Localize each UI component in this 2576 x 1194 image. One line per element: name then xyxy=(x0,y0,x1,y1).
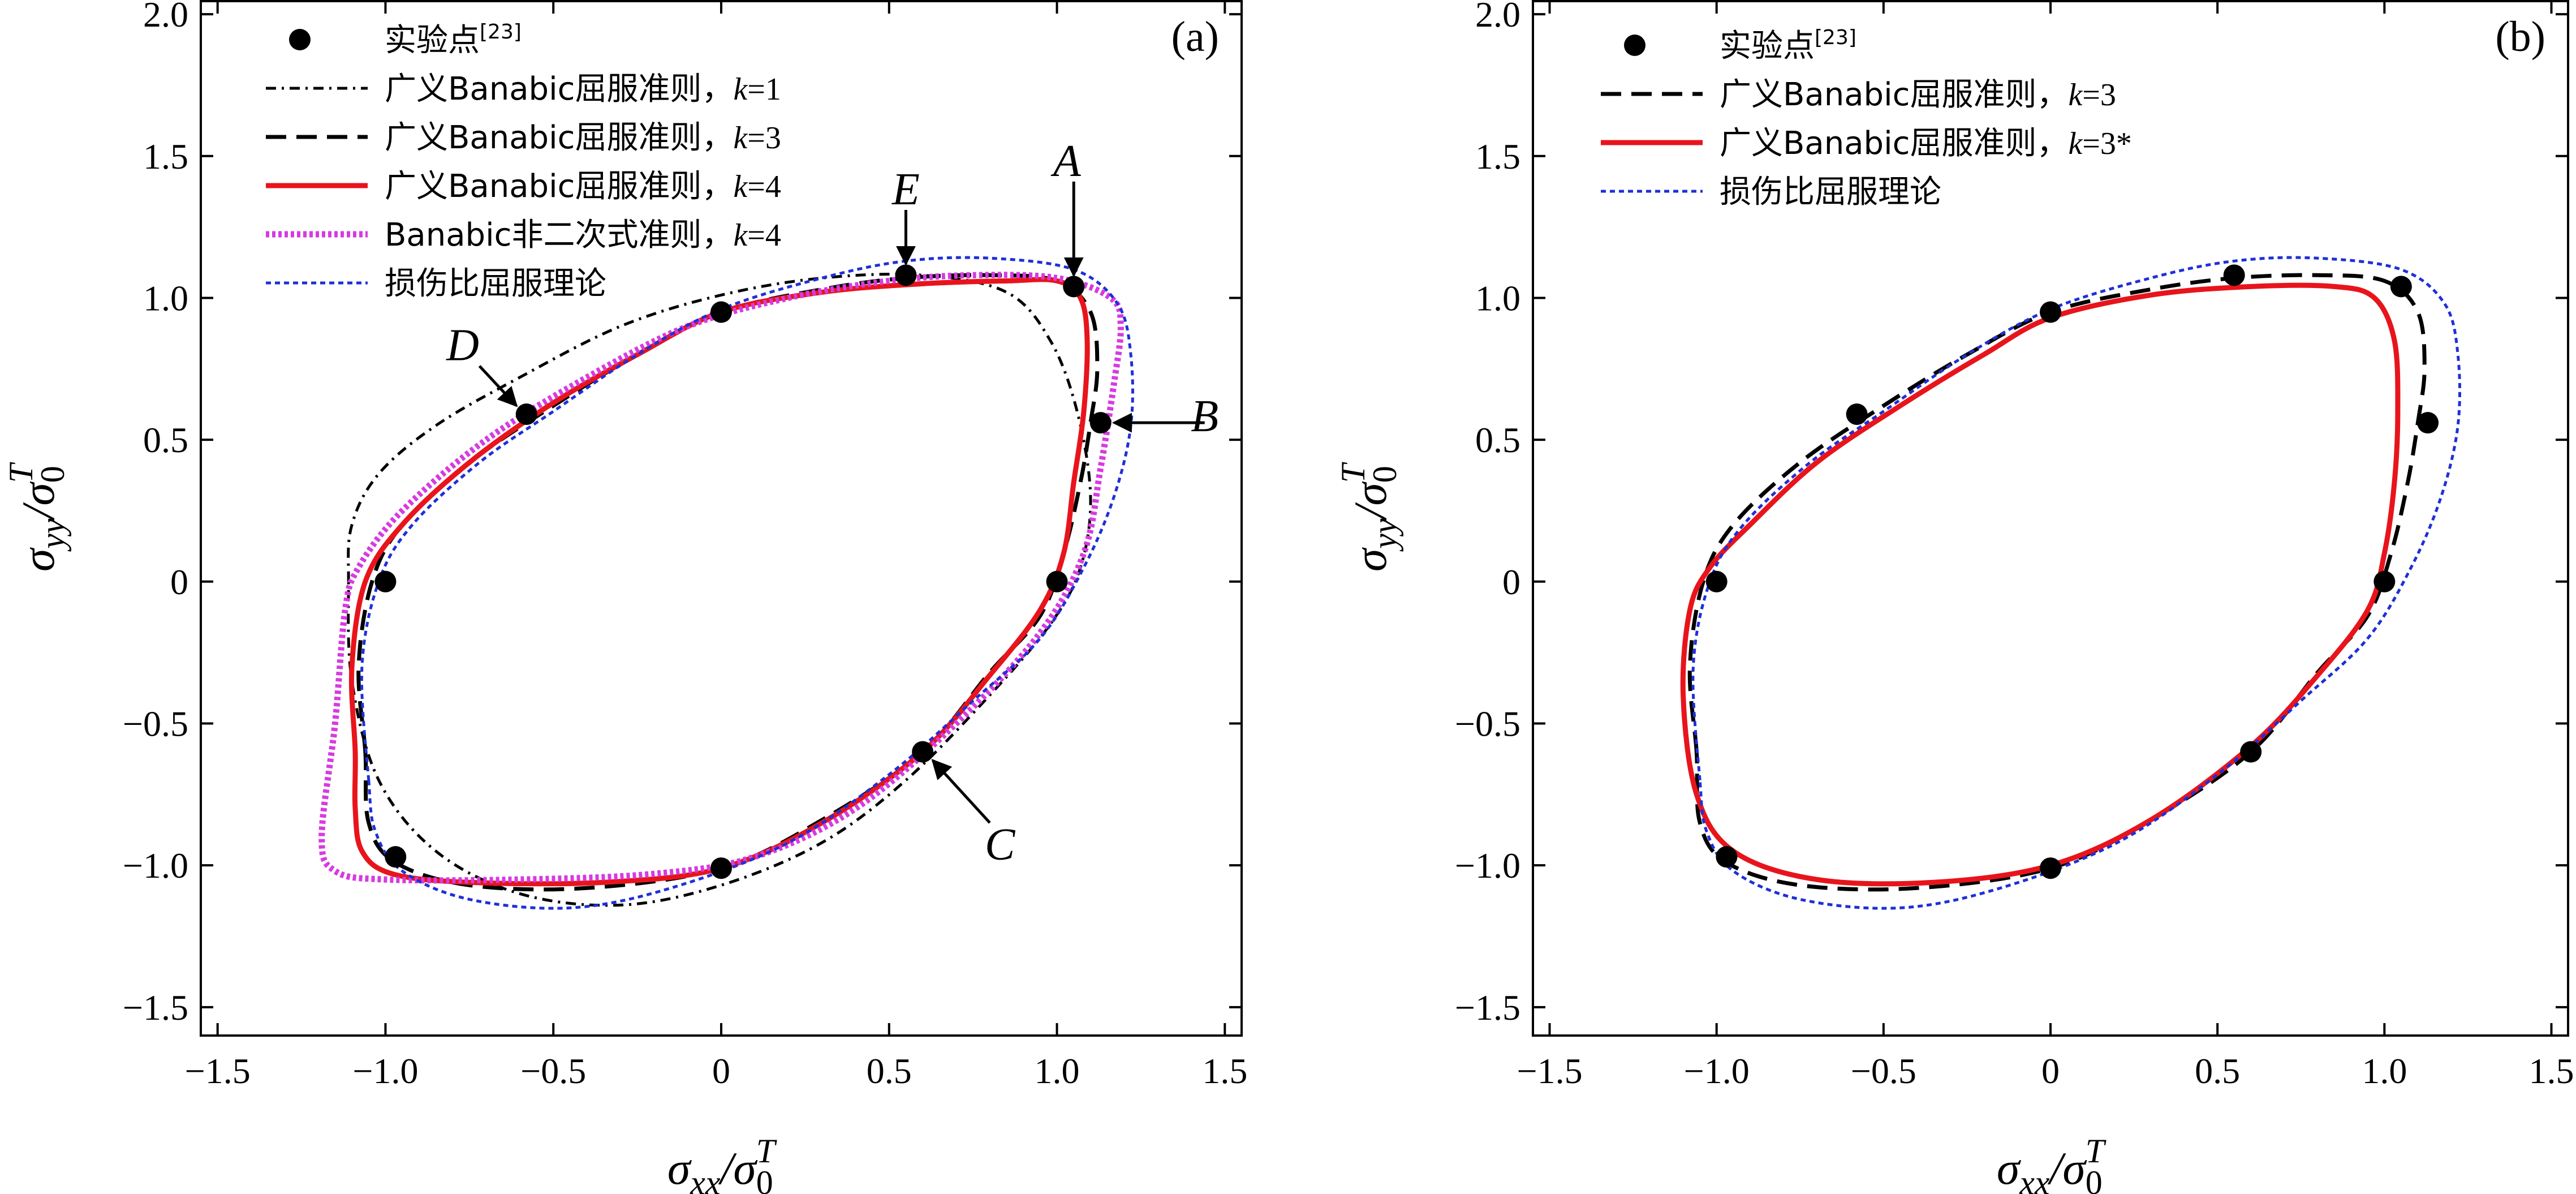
series-curve-2 xyxy=(1680,282,2401,887)
legend-label: 广义Banabic屈服准则，k=1 xyxy=(385,71,781,108)
y-tick-label: −1.0 xyxy=(123,845,188,886)
x-tick-label: −1.5 xyxy=(185,1051,251,1091)
legend: 实验点[23] 广义Banabic屈服准则，k=3 广义Banabic屈服准则，k=… xyxy=(1601,26,2132,211)
experimental-point xyxy=(2373,570,2396,592)
x-axis-label: σxx/σ0T xyxy=(667,1132,777,1194)
y-tick-label: 1.0 xyxy=(1475,278,1520,318)
legend-label: 损伤比屈服理论 xyxy=(1720,174,1941,211)
y-tick-label: 0.5 xyxy=(1475,420,1520,460)
y-tick-label: 1.5 xyxy=(143,136,188,177)
annotation-label-d: D xyxy=(446,321,479,371)
series-curve-5 xyxy=(360,256,1134,910)
y-tick-label: 1.5 xyxy=(1475,136,1520,177)
y-tick-label: 2.0 xyxy=(143,0,188,35)
annotation-label-e: E xyxy=(891,165,920,214)
x-tick-label: −0.5 xyxy=(520,1051,586,1091)
experimental-point xyxy=(912,741,934,763)
y-tick-label: 0.5 xyxy=(143,420,188,460)
x-tick-label: −0.5 xyxy=(1851,1051,1916,1091)
experimental-point xyxy=(374,570,397,592)
y-axis-label: σyy/σ0T xyxy=(1334,462,1403,572)
experimental-point xyxy=(2240,741,2262,763)
x-tick-label: −1.0 xyxy=(352,1051,418,1091)
panel-label: (b) xyxy=(2495,13,2545,61)
annotation-arrow-d xyxy=(478,365,518,407)
experimental-point xyxy=(710,857,732,879)
chart-panel-b: −1.5 −1.0 −0.5 0 0.5 1.0 1.5 −1.5 −1.0 −0.5 0 0.5 1.… xyxy=(1334,0,2574,1194)
legend-marker xyxy=(289,29,311,50)
series-curve-1 xyxy=(1687,273,2427,892)
annotation-label-a: A xyxy=(1050,136,1082,186)
x-axis-label: σxx/σ0T xyxy=(1997,1132,2107,1194)
x-tick-label: 0 xyxy=(712,1051,730,1091)
y-axis-label: σyy/σ0T xyxy=(2,462,71,572)
series-curve-4 xyxy=(318,272,1124,884)
y-tick-label: 0 xyxy=(170,562,188,602)
experimental-point xyxy=(2223,264,2245,286)
legend-label: 损伤比屈服理论 xyxy=(385,265,606,302)
legend-label: 广义Banabic屈服准则，k=3 xyxy=(385,119,781,156)
y-tick-label: 0 xyxy=(1502,562,1520,602)
experimental-point xyxy=(895,264,917,286)
experimental-point xyxy=(1046,570,1068,592)
annotation-label-b: B xyxy=(1191,392,1218,441)
legend: 实验点[23] 广义Banabic屈服准则，k=1 广义Banabic屈服准则，k=… xyxy=(266,20,781,302)
legend-label: 实验点[23] xyxy=(1720,26,1856,65)
legend-label: Banabic非二次式准则，k=4 xyxy=(385,217,781,254)
x-tick-label: 1.0 xyxy=(1035,1051,1080,1091)
x-tick-label: 1.5 xyxy=(1202,1051,1247,1091)
series-curve-3 xyxy=(348,277,1090,887)
experimental-point xyxy=(2040,301,2061,323)
y-tick-label: −1.5 xyxy=(1455,987,1520,1028)
legend-label: 广义Banabic屈服准则，k=3* xyxy=(1720,125,2132,162)
x-tick-label: 1.5 xyxy=(2528,1051,2574,1091)
experimental-point xyxy=(515,403,537,425)
annotation-label-c: C xyxy=(985,820,1016,870)
experimental-point xyxy=(1063,276,1085,298)
experimental-point xyxy=(710,301,732,323)
x-tick-label: 1.0 xyxy=(2362,1051,2407,1091)
series-curve-1 xyxy=(347,272,1092,907)
experimental-point xyxy=(1705,570,1728,592)
series-curve-3 xyxy=(1691,256,2461,910)
y-tick-label: −0.5 xyxy=(123,703,188,744)
experimental-point xyxy=(1716,846,1738,868)
experimental-point xyxy=(385,846,407,868)
x-tick-label: 0.5 xyxy=(2195,1051,2240,1091)
annotation-arrow-c xyxy=(931,759,991,824)
y-tick-label: −0.5 xyxy=(1455,703,1520,744)
x-tick-label: −1.5 xyxy=(1517,1051,1582,1091)
y-tick-label: −1.5 xyxy=(123,987,188,1028)
legend-label: 广义Banabic屈服准则，k=4 xyxy=(385,168,781,205)
panel-label: (a) xyxy=(1171,13,1219,61)
y-tick-label: 1.0 xyxy=(143,278,188,318)
y-tick-label: 2.0 xyxy=(1475,0,1520,35)
legend-label: 实验点[23] xyxy=(385,20,522,59)
x-tick-label: 0 xyxy=(2041,1051,2060,1091)
y-tick-label: −1.0 xyxy=(1455,845,1520,886)
chart-panel-a: −1.5 −1.0 −0.5 0 0.5 1.0 1.5 −1.5 −1.0 −0.5 0 0.5 1.… xyxy=(2,0,1247,1194)
experimental-point xyxy=(1846,403,1868,425)
legend-label: 广义Banabic屈服准则，k=3 xyxy=(1720,76,2116,113)
x-tick-label: 0.5 xyxy=(867,1051,912,1091)
experimental-point xyxy=(2417,412,2439,434)
experimental-point xyxy=(1089,412,1112,434)
x-tick-label: −1.0 xyxy=(1684,1051,1750,1091)
experimental-point xyxy=(2040,857,2061,879)
experimental-point xyxy=(2390,276,2412,298)
legend-marker xyxy=(1624,35,1645,56)
plot-frame xyxy=(200,0,1243,1037)
